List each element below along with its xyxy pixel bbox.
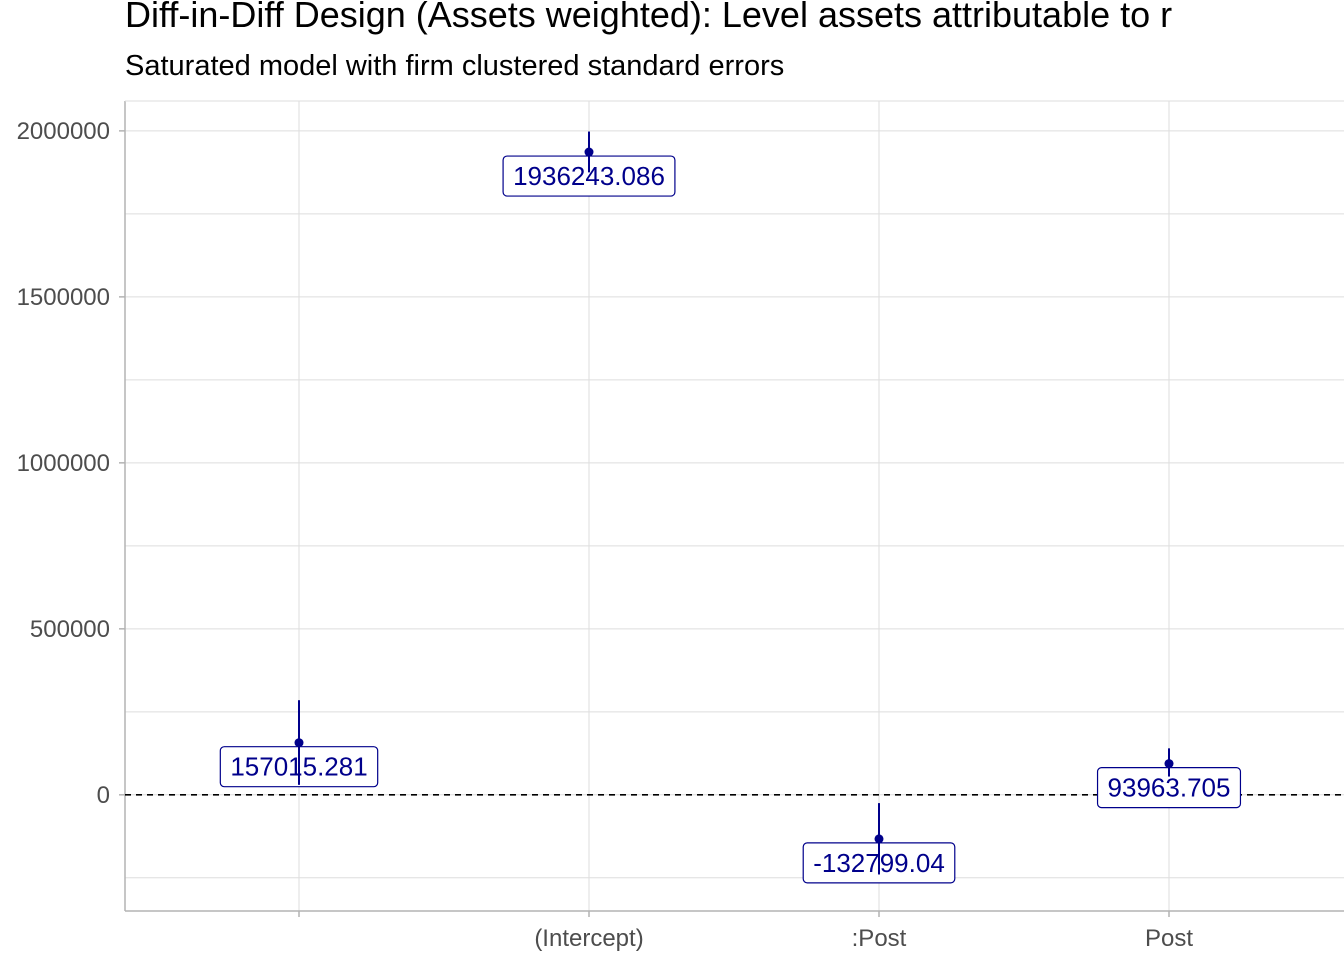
estimate-point xyxy=(874,834,884,844)
estimate-label: 93963.705 xyxy=(1096,767,1242,809)
grid-layer xyxy=(125,101,1344,911)
estimate-label: 1936243.086 xyxy=(502,155,676,197)
y-tick-label: 2000000 xyxy=(17,118,110,145)
axis-layer: 0 500000 1000000 1500000 2000000 (Intercept):… xyxy=(17,100,1344,952)
estimate-label-text: 93963.705 xyxy=(1108,773,1231,803)
x-tick-label: Post xyxy=(1145,925,1193,952)
y-tick-label: 500000 xyxy=(30,616,110,643)
x-tick-label: (Intercept) xyxy=(534,925,643,952)
estimate-point xyxy=(584,147,594,157)
mark-layer: 157015.281 1936243.086 -132799.04 93963.705 xyxy=(125,131,1344,884)
x-tick-label: :Post xyxy=(852,925,907,952)
y-tick-label: 0 xyxy=(97,782,110,809)
estimate-point xyxy=(1164,759,1174,769)
chart-subtitle: Saturated model with firm clustered stan… xyxy=(125,50,785,82)
chart-title: Diff-in-Diff Design (Assets weighted): L… xyxy=(125,0,1173,35)
y-tick-label: 1000000 xyxy=(17,450,110,477)
estimate-label: -132799.04 xyxy=(802,842,956,884)
y-tick-label: 1500000 xyxy=(17,284,110,311)
estimate-point xyxy=(294,738,304,748)
estimate-label: 157015.281 xyxy=(219,746,379,788)
